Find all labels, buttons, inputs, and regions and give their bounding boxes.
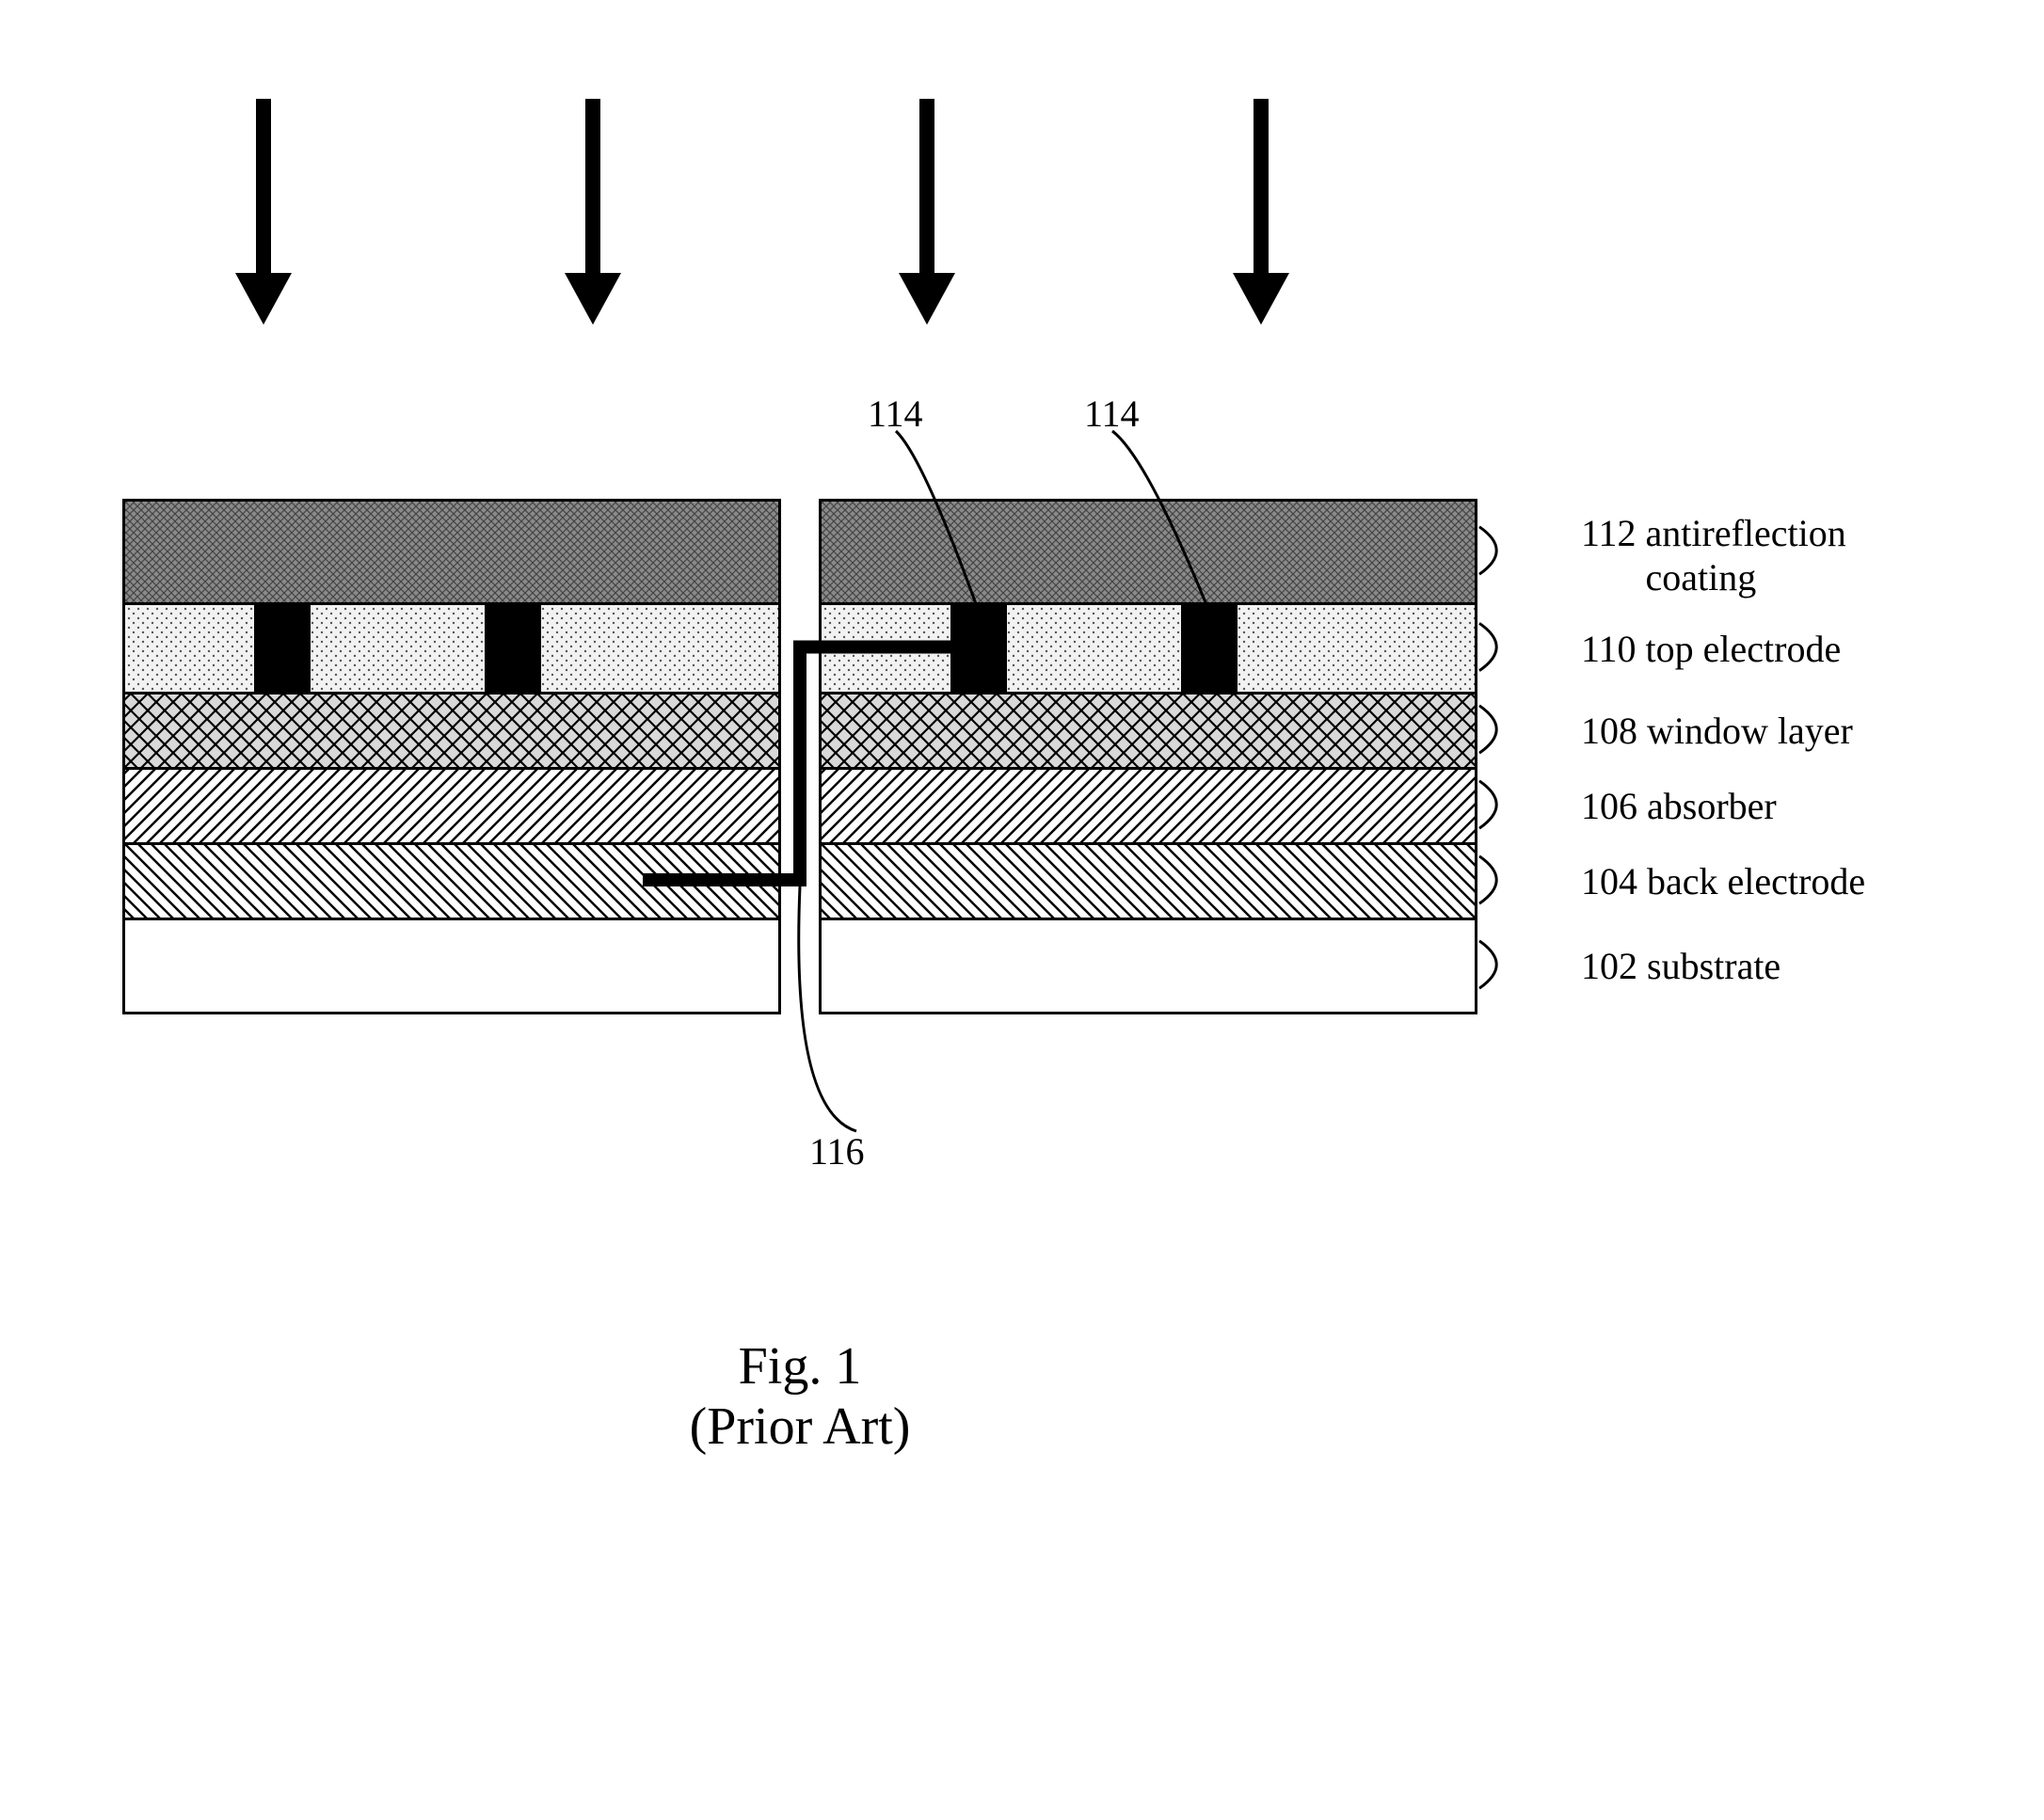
layer-name: substrate (1647, 945, 1781, 987)
layer-label-top_electrode: 110 top electrode (1581, 627, 1841, 671)
layer-ref: 102 (1581, 945, 1637, 987)
layer-window_layer (124, 694, 780, 769)
layer-name: absorber (1647, 785, 1777, 827)
layer-absorber (124, 769, 780, 844)
layer-back_electrode (821, 844, 1477, 919)
layer-substrate (124, 919, 780, 1014)
grid-contact (1181, 604, 1238, 694)
layer-label-antireflection: 112 antireflection112 coating (1581, 511, 1846, 599)
layer-label-substrate: 102 substrate (1581, 944, 1781, 988)
grid-contact (485, 604, 541, 694)
incident-light-arrow (1228, 99, 1294, 334)
layer-name: top electrode (1646, 628, 1842, 670)
incident-light-arrow (560, 99, 626, 334)
layer-ref: 112 (1581, 512, 1637, 554)
figure-caption: Fig. 1(Prior Art) (0, 1336, 1600, 1457)
layer-label-window_layer: 108 window layer (1581, 709, 1853, 753)
incident-light-arrow (894, 99, 960, 334)
layer-top_electrode (124, 604, 780, 694)
grid-contact (254, 604, 311, 694)
caption-line2: (Prior Art) (0, 1397, 1600, 1457)
layer-top_electrode (821, 604, 1477, 694)
cell-left (122, 499, 781, 1017)
layer-name-line2: coating (1646, 556, 1757, 599)
layer-substrate (821, 919, 1477, 1014)
callout-116: 116 (809, 1129, 865, 1173)
grid-contact (950, 604, 1007, 694)
layer-name: back electrode (1647, 860, 1865, 902)
layer-ref: 110 (1581, 628, 1637, 670)
layer-label-absorber: 106 absorber (1581, 784, 1777, 828)
layer-back_electrode (124, 844, 780, 919)
layer-label-back_electrode: 104 back electrode (1581, 859, 1865, 903)
layer-antireflection (821, 501, 1477, 604)
layer-antireflection (124, 501, 780, 604)
layer-ref: 106 (1581, 785, 1637, 827)
incident-light-arrow (231, 99, 296, 334)
cell-right (819, 499, 1477, 1017)
caption-line1: Fig. 1 (0, 1336, 1600, 1397)
layer-name: antireflection (1646, 512, 1846, 554)
callout-114: 114 (1084, 391, 1140, 436)
callout-114: 114 (868, 391, 923, 436)
layer-name: window layer (1647, 710, 1853, 752)
layer-ref: 108 (1581, 710, 1637, 752)
layer-ref: 104 (1581, 860, 1637, 902)
layer-window_layer (821, 694, 1477, 769)
layer-absorber (821, 769, 1477, 844)
